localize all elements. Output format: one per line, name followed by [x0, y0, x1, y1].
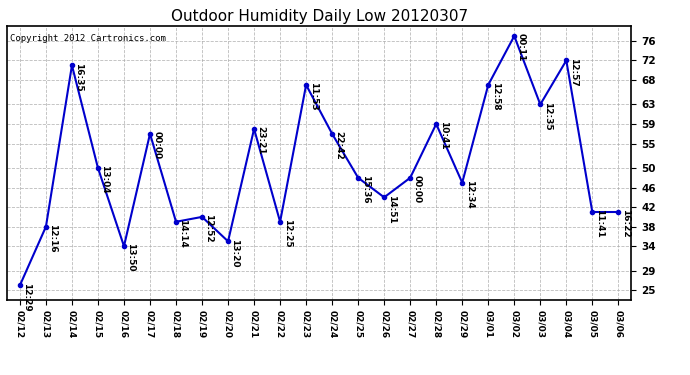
Text: 12:58: 12:58 — [491, 82, 500, 111]
Text: 00:00: 00:00 — [152, 131, 161, 159]
Text: 14:14: 14:14 — [179, 219, 188, 248]
Text: 12:57: 12:57 — [569, 58, 578, 87]
Text: 12:52: 12:52 — [204, 214, 213, 243]
Text: 22:42: 22:42 — [335, 131, 344, 160]
Text: 12:29: 12:29 — [22, 282, 31, 311]
Text: 12:25: 12:25 — [282, 219, 292, 248]
Text: 16:22: 16:22 — [621, 209, 630, 238]
Text: 12:34: 12:34 — [464, 180, 473, 209]
Text: 11:53: 11:53 — [308, 82, 317, 111]
Text: 00:11: 00:11 — [517, 33, 526, 62]
Title: Outdoor Humidity Daily Low 20120307: Outdoor Humidity Daily Low 20120307 — [170, 9, 468, 24]
Text: 11:41: 11:41 — [595, 209, 604, 238]
Text: 16:35: 16:35 — [75, 63, 83, 91]
Text: 10:41: 10:41 — [439, 121, 448, 150]
Text: 13:50: 13:50 — [126, 243, 135, 272]
Text: 23:21: 23:21 — [257, 126, 266, 155]
Text: 14:51: 14:51 — [386, 195, 395, 224]
Text: 12:35: 12:35 — [543, 102, 552, 130]
Text: 15:36: 15:36 — [361, 175, 370, 204]
Text: Copyright 2012 Cartronics.com: Copyright 2012 Cartronics.com — [10, 34, 166, 44]
Text: 13:20: 13:20 — [230, 238, 239, 267]
Text: 12:16: 12:16 — [48, 224, 57, 252]
Text: 00:00: 00:00 — [413, 175, 422, 203]
Text: 13:04: 13:04 — [101, 165, 110, 194]
